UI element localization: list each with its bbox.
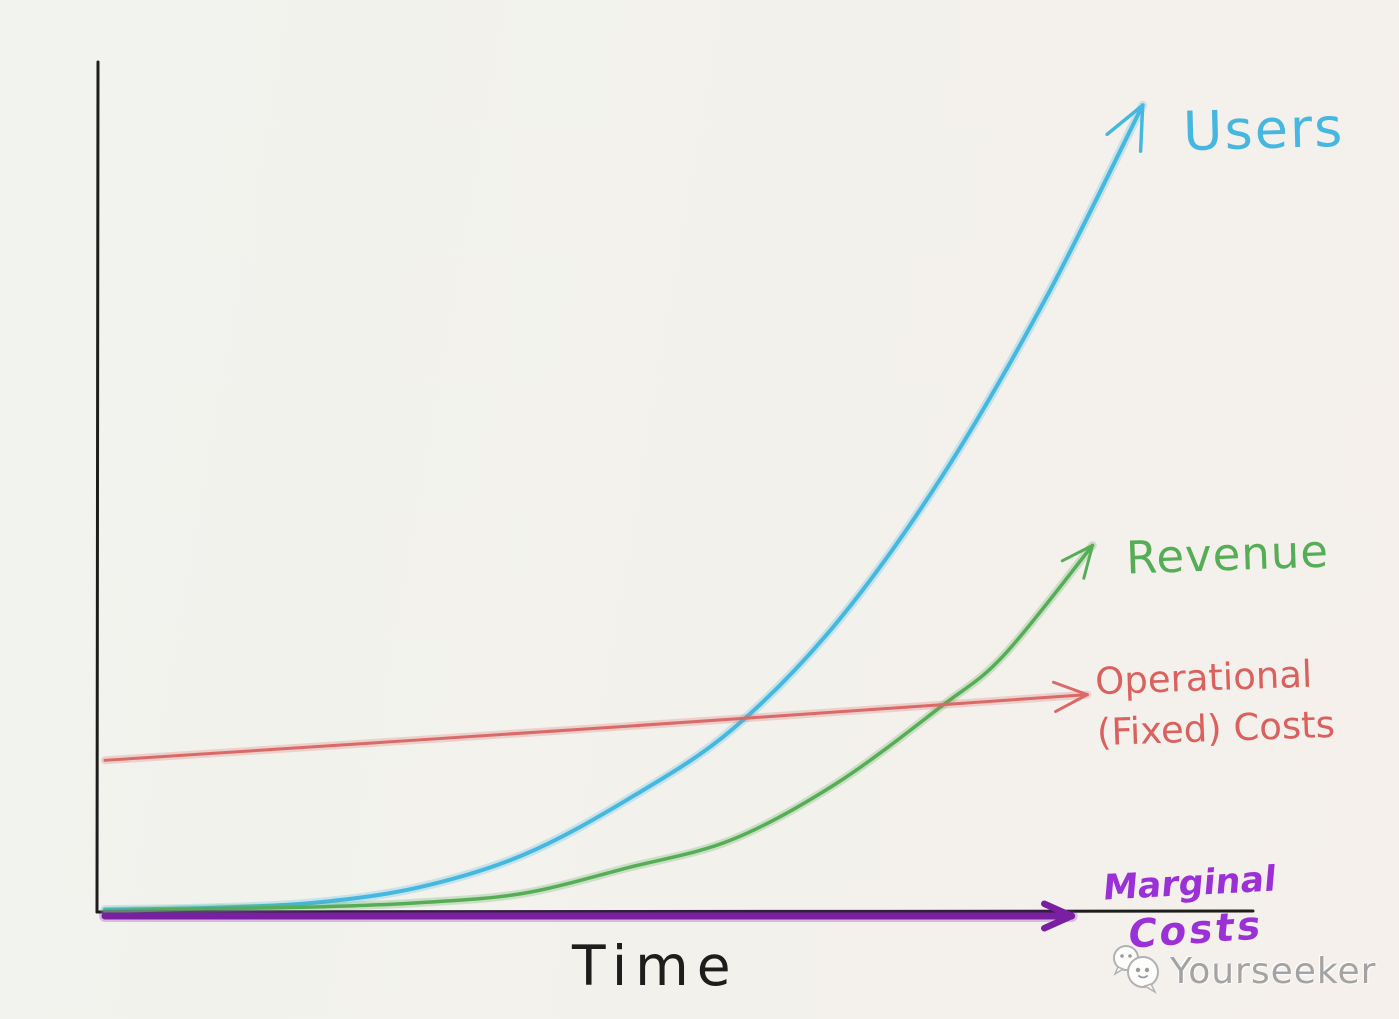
marginal-costs-arrowhead-barb-1	[1040, 900, 1075, 920]
users-arrowhead-barb-2	[1138, 103, 1145, 153]
operational-fixed-costs-arrowhead-barb-1	[1052, 680, 1089, 697]
users-arrowhead-barb-1	[1105, 103, 1145, 137]
watermark-text: Yourseeker	[1170, 950, 1377, 992]
revenue-series-label: Revenue	[1125, 524, 1330, 585]
y-axis-line	[95, 60, 100, 914]
users-curve-halo	[100, 100, 1148, 915]
operational-costs-label-line1: Operational	[1094, 652, 1313, 704]
operational-costs-label-line2: (Fixed) Costs	[1096, 702, 1336, 755]
x-axis-label-time: Time	[572, 934, 739, 998]
operational-fixed-costs-arrowhead-barb-2	[1054, 693, 1089, 714]
revenue-curve	[103, 543, 1095, 914]
users-curve	[103, 103, 1145, 912]
chat-bubbles-icon	[1113, 945, 1159, 994]
revenue-arrowhead-barb-2	[1082, 543, 1095, 580]
operational-costs-series-label: Operational (Fixed) Costs	[1094, 648, 1335, 758]
users-series-label: Users	[1182, 95, 1346, 164]
operational-fixed-costs-curve	[103, 693, 1089, 762]
marginal-costs-arrowhead-barb-2	[1040, 912, 1075, 932]
revenue-arrowhead-barb-1	[1060, 543, 1095, 563]
watermark: Yourseeker	[1110, 940, 1376, 1002]
